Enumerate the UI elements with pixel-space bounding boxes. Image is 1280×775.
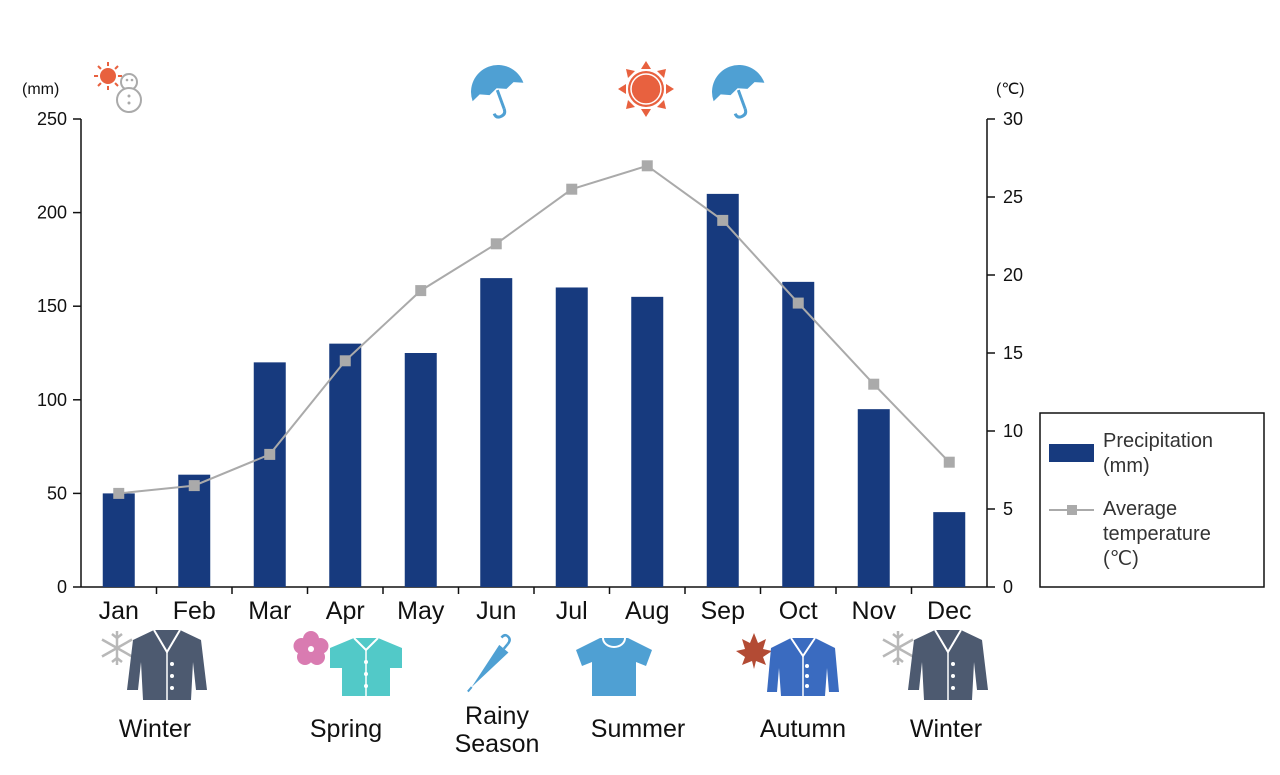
month-label: Dec <box>927 597 971 625</box>
precipitation-bar <box>706 193 739 587</box>
season-label-winter: Winter <box>119 715 191 743</box>
temperature-point <box>490 238 502 250</box>
precipitation-bar <box>178 474 211 587</box>
sun-snowman-icon <box>94 62 142 113</box>
temperature-point <box>717 214 729 226</box>
legend-temp-line1: Average <box>1103 498 1177 520</box>
month-label: Jul <box>556 597 588 625</box>
right-tick-label: 15 <box>1003 343 1023 363</box>
temperature-point <box>339 355 351 367</box>
left-axis-ticks: 0 50 100 150 200 250 <box>37 109 81 597</box>
right-axis-ticks: 0 5 10 15 20 25 30 <box>987 109 1023 597</box>
month-label: Oct <box>779 597 818 625</box>
season-label-autumn: Autumn <box>760 715 846 743</box>
legend-line-marker <box>1067 505 1077 515</box>
jacket-icon <box>767 637 839 696</box>
month-label: Mar <box>248 597 291 625</box>
month-label: Apr <box>326 597 365 625</box>
precipitation-bar <box>857 409 890 587</box>
left-tick-label: 50 <box>47 483 67 503</box>
snowflake-icon <box>882 631 914 665</box>
maple-leaf-icon <box>736 633 772 669</box>
season-autumn: Autumn <box>736 633 846 743</box>
precipitation-bar <box>404 353 437 587</box>
left-tick-label: 200 <box>37 203 67 223</box>
cherry-blossom-icon <box>293 631 329 665</box>
temperature-point <box>868 378 880 390</box>
umbrella-icon <box>712 65 765 119</box>
temperature-line-group <box>113 160 955 499</box>
temperature-point <box>641 160 653 172</box>
precipitation-bar <box>782 281 815 587</box>
left-tick-label: 0 <box>57 577 67 597</box>
coat-icon <box>127 629 207 700</box>
temperature-point <box>188 480 200 492</box>
precipitation-bar <box>933 512 966 587</box>
temperature-point <box>566 183 578 195</box>
precipitation-bar <box>102 493 135 587</box>
right-tick-label: 20 <box>1003 265 1023 285</box>
season-winter-jan: Winter <box>101 629 207 743</box>
season-label-summer: Summer <box>591 715 685 743</box>
umbrella-icon <box>471 65 524 119</box>
month-labels: Jan Feb Mar Apr May Jun Jul Aug Sep Oct Nov Dec <box>99 597 972 625</box>
temperature-point <box>943 456 955 468</box>
x-axis-ticks <box>155 587 913 594</box>
season-label-rainy-line1: Rainy <box>465 702 529 730</box>
tshirt-icon <box>576 637 652 696</box>
season-label-spring: Spring <box>310 715 382 743</box>
left-tick-label: 150 <box>37 296 67 316</box>
right-tick-label: 25 <box>1003 187 1023 207</box>
sun-icon <box>618 61 674 117</box>
shirt-icon <box>330 637 402 696</box>
month-label: Jan <box>99 597 139 625</box>
month-label: Jun <box>476 597 516 625</box>
month-label: Aug <box>625 597 669 625</box>
left-axis-unit: (mm) <box>22 81 59 98</box>
precipitation-bars <box>102 193 966 587</box>
snowflake-icon <box>101 631 133 665</box>
legend: Precipitation (mm) Average temperature (… <box>1039 412 1265 588</box>
month-label: Feb <box>173 597 216 625</box>
temperature-point <box>415 285 427 297</box>
left-tick-label: 100 <box>37 390 67 410</box>
season-rainy: Rainy Season <box>455 633 540 758</box>
right-axis-unit: (℃) <box>996 81 1025 98</box>
temperature-point <box>113 487 125 499</box>
month-label: Sep <box>701 597 745 625</box>
precipitation-bar <box>253 362 286 587</box>
coat-icon <box>908 629 988 700</box>
precipitation-bar <box>329 343 362 587</box>
precipitation-bar <box>555 287 588 587</box>
left-tick-label: 250 <box>37 109 67 129</box>
closed-umbrella-icon <box>467 633 511 693</box>
legend-precip-line1: Precipitation <box>1103 430 1213 452</box>
right-tick-label: 30 <box>1003 109 1023 129</box>
right-tick-label: 10 <box>1003 421 1023 441</box>
legend-temp-line3: (℃) <box>1103 548 1139 570</box>
season-summer: Summer <box>576 637 685 743</box>
right-tick-label: 5 <box>1003 499 1013 519</box>
month-label: Nov <box>852 597 897 625</box>
season-label-rainy-line2: Season <box>455 730 540 758</box>
precipitation-bar <box>631 296 664 587</box>
season-spring: Spring <box>293 631 402 743</box>
legend-temp-line2: temperature <box>1103 523 1211 545</box>
legend-precip-line2: (mm) <box>1103 455 1150 477</box>
season-winter-dec: Winter <box>882 629 988 743</box>
season-label-winter: Winter <box>910 715 982 743</box>
temperature-point <box>792 297 804 309</box>
precipitation-bar <box>480 278 513 587</box>
temperature-line <box>118 164 950 495</box>
temperature-point <box>264 448 276 460</box>
legend-bar-swatch <box>1049 444 1094 462</box>
month-label: May <box>397 597 445 625</box>
right-tick-label: 0 <box>1003 577 1013 597</box>
